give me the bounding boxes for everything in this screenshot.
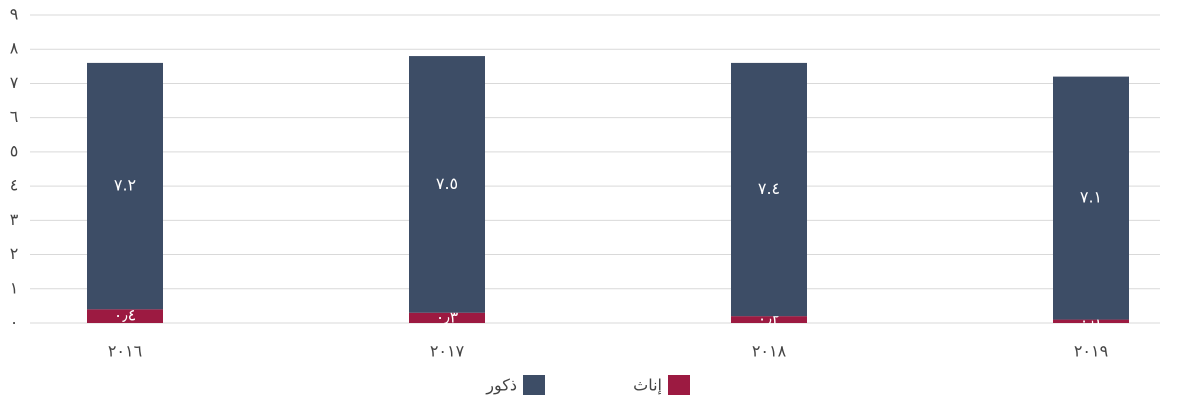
bar-segment [87, 62, 163, 310]
bar-segment [731, 62, 807, 317]
x-tick-label: ٢٠١٨ [752, 342, 787, 361]
value-label: ٠٫٤ [114, 306, 136, 325]
bar-segment [409, 56, 485, 313]
bar-segment [731, 316, 807, 323]
legend-label: ذكور [485, 376, 517, 396]
x-tick-label: ٢٠١٩ [1074, 342, 1108, 361]
y-tick-label: ٦ [10, 107, 19, 126]
y-tick-label: ١ [10, 278, 19, 297]
y-tick-label: ٠ [10, 313, 19, 332]
x-tick-label: ٢٠١٧ [430, 342, 465, 361]
legend-swatch [668, 375, 690, 395]
legend-swatch [523, 375, 545, 395]
value-label: ٧.٢ [114, 176, 136, 195]
value-label: ٧.٤ [758, 179, 780, 198]
y-tick-label: ٩ [10, 5, 19, 24]
value-label: ٧.٥ [436, 174, 458, 193]
y-tick-label: ٥ [10, 141, 19, 160]
legend-label: إناث [633, 376, 662, 395]
y-tick-label: ٢ [10, 244, 19, 263]
y-tick-label: ٣ [10, 210, 19, 229]
y-tick-label: ٤ [10, 176, 19, 195]
bar-segment [1053, 76, 1129, 320]
y-tick-label: ٧ [10, 73, 19, 92]
y-tick-label: ٨ [10, 39, 19, 58]
value-label: ٧.١ [1080, 188, 1102, 207]
bar-segment [1053, 319, 1129, 323]
bar-segment [87, 309, 163, 323]
x-tick-label: ٢٠١٦ [108, 342, 142, 361]
bar-segment [409, 312, 485, 323]
